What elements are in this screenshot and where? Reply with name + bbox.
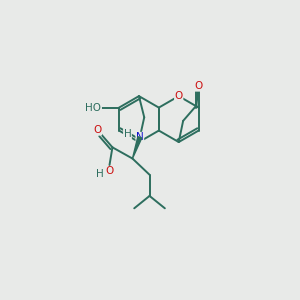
Polygon shape <box>133 137 142 158</box>
Text: O: O <box>93 125 101 135</box>
Text: H: H <box>96 169 104 179</box>
Text: N: N <box>136 132 144 142</box>
Text: HO: HO <box>85 103 101 112</box>
Text: O: O <box>175 91 183 101</box>
Text: O: O <box>194 81 203 91</box>
Text: O: O <box>105 167 114 176</box>
Text: H: H <box>124 129 131 139</box>
